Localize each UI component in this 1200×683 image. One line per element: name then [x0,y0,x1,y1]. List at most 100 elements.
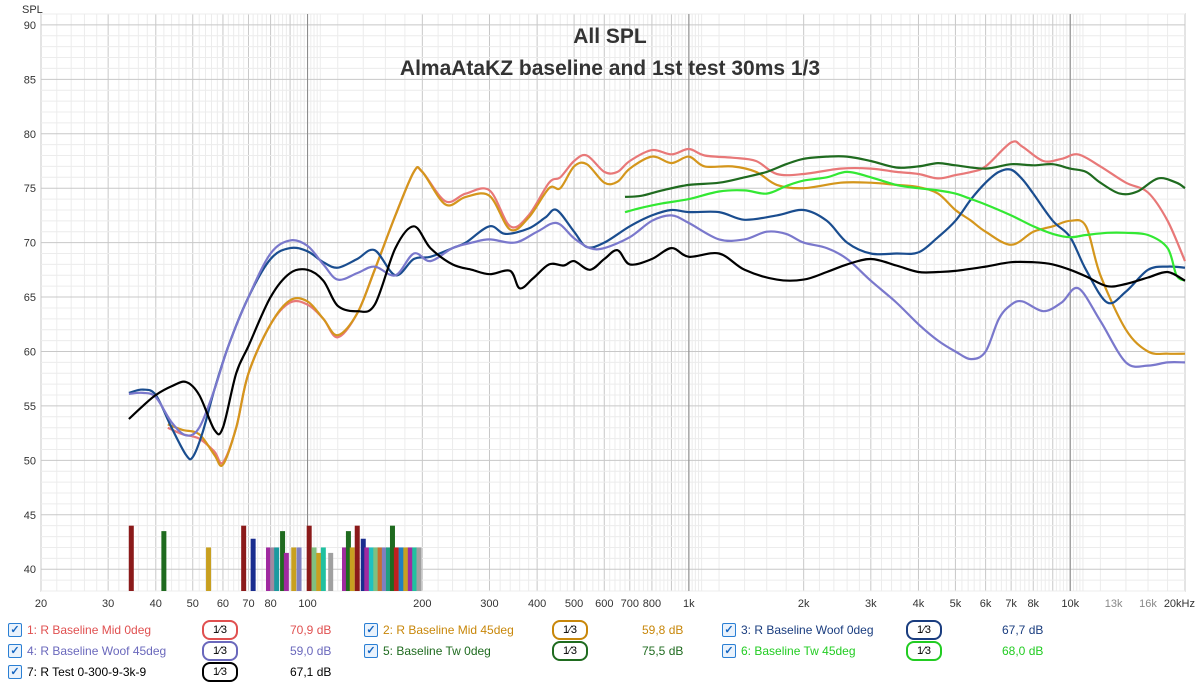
series-line-4 [128,214,1186,437]
checkbox-2[interactable]: ✓ [364,623,378,637]
checkbox-5[interactable]: ✓ [364,644,378,658]
readout-6: 68,0 dB [1002,644,1044,658]
series-line-1 [167,140,1187,465]
spectrum-bar [349,547,355,591]
spectrum-bar [407,547,413,591]
x-tick-label: 5k [950,598,962,610]
legend-item-3[interactable]: ✓ 3: R Baseline Woof 0deg [722,620,874,640]
spectrum-bar [398,547,404,591]
y-tick-label: 80 [24,129,36,141]
readout-3: 67,7 dB [1002,623,1044,637]
spl-chart: 20 30 40 50 60 70 80 100 200 300 400 500 600 700 800 1k… [22,4,1195,610]
x-tick-label: 60 [217,598,229,610]
spectrum-bar [291,547,297,591]
x-tick-label: 2k [798,598,810,610]
x-tick-label: 4k [913,598,925,610]
spectrum-bar [377,547,383,591]
x-tick-label: 200 [413,598,431,610]
spectrum-bar [274,547,280,591]
y-tick-label: 65 [24,292,36,304]
y-tick-label: 60 [24,346,36,358]
legend-label-7: 7: R Test 0-300-9-3k-9 [27,665,147,679]
legend-item-4[interactable]: ✓ 4: R Baseline Woof 45deg [8,641,166,661]
x-tick-label: 30 [102,598,114,610]
spectrum-bar [128,525,134,591]
legend-item-7[interactable]: ✓ 7: R Test 0-300-9-3k-9 [8,662,146,682]
x-tick-label: 400 [528,598,546,610]
legend-item-2[interactable]: ✓ 2: R Baseline Mid 45deg [364,620,514,640]
chart-title: All SPL [573,25,647,48]
checkbox-4[interactable]: ✓ [8,644,22,658]
x-tick-label: 80 [264,598,276,610]
checkbox-1[interactable]: ✓ [8,623,22,637]
readout-7: 67,1 dB [290,665,332,679]
spectrum-bar [360,538,366,591]
smoothing-button-7[interactable]: 1⁄3 [202,662,238,682]
spectrum-bar [393,547,399,591]
x-tick-label: 600 [595,598,613,610]
series-line-6 [624,170,1186,282]
legend-label-3: 3: R Baseline Woof 0deg [741,623,874,637]
x-tick-label: 40 [150,598,162,610]
spectrum-bar [389,525,395,591]
legend: ✓ 1: R Baseline Mid 0deg 1⁄3 70,9 dB ✓ 2… [0,614,1200,683]
x-tick-label: 20 [35,598,47,610]
smoothing-button-4[interactable]: 1⁄3 [202,641,238,661]
y-tick-label: 90 [24,20,36,32]
x-tick-label: 10k [1061,598,1079,610]
y-tick-label: 40 [24,564,36,576]
y-tick-label: 75 [24,183,36,195]
smoothing-button-6[interactable]: 1⁄3 [906,641,942,661]
checkbox-7[interactable]: ✓ [8,665,22,679]
x-tick-label: 7k [1005,598,1017,610]
spectrum-bar [341,547,347,591]
y-tick-label: 45 [24,510,36,522]
spectrum-bar [320,547,326,591]
x-tick-label: 3k [865,598,877,610]
smoothing-button-1[interactable]: 1⁄3 [202,620,238,640]
legend-label-4: 4: R Baseline Woof 45deg [27,644,167,658]
spectrum-bar [283,552,289,591]
spectrum-bar [412,547,418,591]
legend-label-6: 6: Baseline Tw 45deg [741,644,856,658]
spectrum-bar [403,547,409,591]
spectrum-bar [381,547,387,591]
checkbox-3[interactable]: ✓ [722,623,736,637]
x-tick-label: 13k [1105,598,1123,610]
spectrum-bar [206,547,212,591]
smoothing-button-5[interactable]: 1⁄3 [552,641,588,661]
spectrum-bar [364,547,370,591]
x-tick-label: 100 [298,598,316,610]
spectrum-bar [161,531,167,591]
spectrum-bar [316,552,322,591]
spectrum-bar [280,531,286,591]
legend-item-6[interactable]: ✓ 6: Baseline Tw 45deg [722,641,856,661]
spectrum-bar [266,547,272,591]
x-tick-label: 300 [480,598,498,610]
chart-subtitle: AlmaAtaKZ baseline and 1st test 30ms 1/3 [400,57,820,80]
spectrum-bar [373,547,379,591]
legend-label-2: 2: R Baseline Mid 45deg [383,623,514,637]
x-tick-label: 700 [621,598,639,610]
series-line-5 [624,155,1186,198]
spectrum-bar [241,525,247,591]
legend-item-1[interactable]: ✓ 1: R Baseline Mid 0deg [8,620,151,640]
x-tick-label: 800 [643,598,661,610]
checkbox-6[interactable]: ✓ [722,644,736,658]
spectrum-bar [385,547,391,591]
spectrum-bar [250,538,256,591]
x-tick-label: 8k [1027,598,1039,610]
spectrum-bar [270,547,276,591]
legend-item-5[interactable]: ✓ 5: Baseline Tw 0deg [364,641,491,661]
x-tick-label: 50 [187,598,199,610]
readout-2: 59,8 dB [642,623,684,637]
spectrum-bar [328,552,334,591]
readout-1: 70,9 dB [290,623,332,637]
spectrum-bar [354,525,360,591]
x-tick-label: 1k [683,598,695,610]
x-tick-label: 6k [980,598,992,610]
smoothing-button-3[interactable]: 1⁄3 [906,620,942,640]
smoothing-button-2[interactable]: 1⁄3 [552,620,588,640]
spectrum-bar [368,547,374,591]
x-tick-label: 16k [1139,598,1157,610]
